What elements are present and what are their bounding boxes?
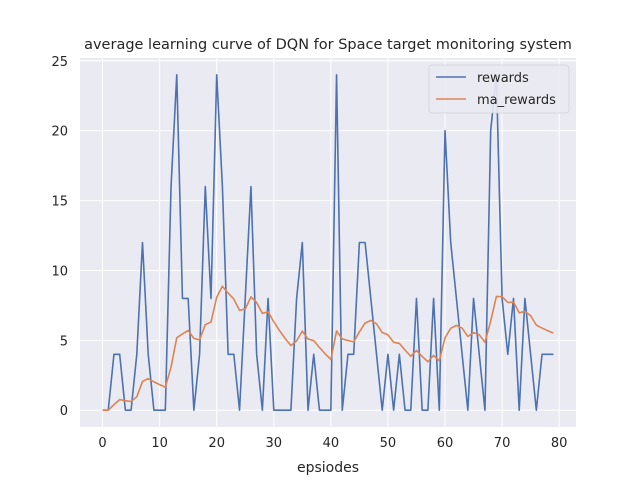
x-tick-label: 50 [380, 436, 397, 451]
x-ticks: 0 10 20 30 40 50 60 70 80 [98, 436, 567, 451]
series-line-ma-rewards [102, 285, 554, 412]
y-tick-label: 20 [51, 125, 68, 140]
legend: rewards ma_rewards [428, 64, 570, 114]
series-lines [102, 73, 554, 412]
y-tick-label: 25 [51, 55, 68, 70]
legend-label-ma-rewards: ma_rewards [477, 93, 556, 108]
plot-area [80, 58, 576, 427]
x-tick-label: 80 [551, 436, 568, 451]
x-tick-label: 20 [208, 436, 225, 451]
x-tick-label: 0 [98, 436, 106, 451]
chart-title: average learning curve of DQN for Space … [84, 37, 572, 53]
y-ticks: 0 5 10 15 20 25 [51, 55, 68, 419]
x-tick-label: 30 [266, 436, 283, 451]
y-tick-label: 15 [51, 195, 68, 210]
x-axis-label: epsiodes [297, 460, 359, 476]
x-tick-label: 70 [494, 436, 511, 451]
y-tick-label: 0 [60, 404, 68, 419]
x-tick-label: 40 [323, 436, 340, 451]
y-tick-label: 5 [60, 334, 68, 349]
x-tick-label: 60 [437, 436, 454, 451]
legend-label-rewards: rewards [477, 71, 529, 86]
series-line-rewards [102, 73, 554, 412]
x-tick-label: 10 [151, 436, 168, 451]
y-tick-label: 10 [51, 264, 68, 279]
